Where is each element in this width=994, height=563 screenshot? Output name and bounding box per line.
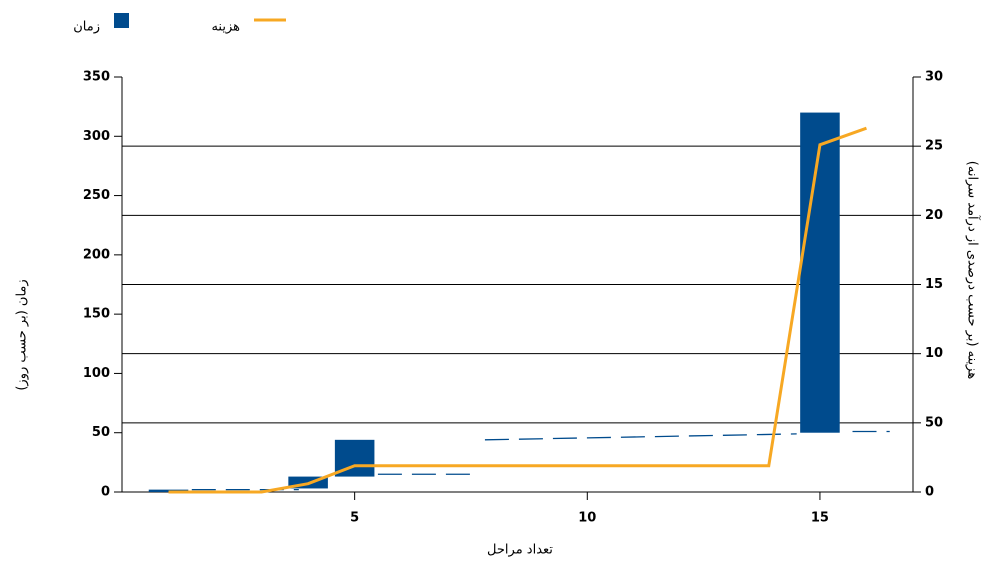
y2-tick-label: 50	[925, 415, 943, 430]
y-tick-label: 300	[83, 129, 110, 144]
x-tick-label: 5	[350, 511, 359, 526]
y2-tick-label: 20	[925, 208, 943, 223]
x-axis-title: تعداد مراحل	[487, 543, 553, 558]
legend-label: زمان	[73, 20, 100, 35]
line	[168, 126, 867, 494]
y2-tick-label: 10	[925, 346, 943, 361]
y2-tick-label: 15	[925, 277, 943, 292]
y-axis-title: زمان (بر حسب روز)	[15, 279, 30, 390]
legend-label: هزینه	[211, 20, 240, 35]
y-tick-label: 200	[83, 247, 110, 262]
y2-axis-title: هزینه (بر حسب درصدی از درآمد سرانه)	[965, 161, 982, 380]
y2-tick-label: 25	[925, 139, 943, 154]
y-tick-label: 0	[101, 485, 110, 500]
y2-tick-label: 0	[925, 485, 934, 500]
y-tick-label: 150	[83, 307, 110, 322]
x-tick-label: 10	[578, 511, 596, 526]
legend-marker	[114, 13, 129, 28]
y-tick-label: 250	[83, 188, 110, 203]
bar	[800, 112, 840, 433]
y-tick-label: 50	[92, 425, 110, 440]
connector	[484, 433, 797, 441]
x-tick-label: 15	[811, 511, 829, 526]
y-tick-label: 100	[83, 366, 110, 381]
y-tick-label: 350	[83, 70, 110, 85]
y2-tick-label: 30	[925, 70, 943, 85]
